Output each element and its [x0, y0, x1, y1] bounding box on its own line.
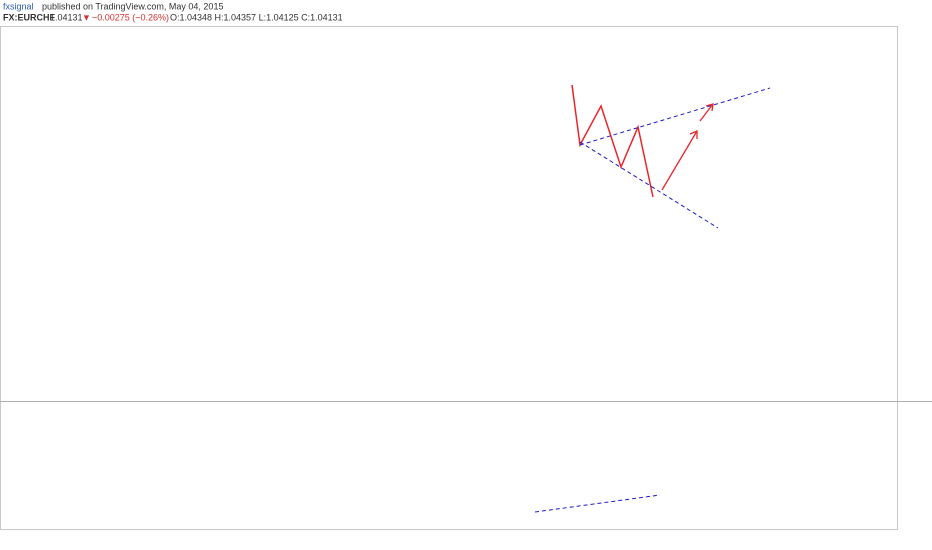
trend-upper	[579, 87, 771, 146]
symbol: FX:EURCHF	[3, 12, 55, 22]
plot-frame	[0, 26, 898, 530]
ohlc: O:1.04348 H:1.04357 L:1.04125 C:1.04131	[170, 12, 343, 22]
arrow-up	[699, 103, 714, 122]
macd-trend	[534, 494, 661, 513]
arrowhead	[689, 130, 698, 139]
trend-lower	[579, 141, 719, 229]
change-arrow: ▼	[82, 12, 91, 22]
author[interactable]: fxsignal	[3, 1, 34, 11]
last-price: 1.04131	[50, 12, 83, 22]
published: published on TradingView.com, May 04, 20…	[42, 1, 223, 11]
pattern-zigzag	[571, 84, 654, 198]
arrowhead	[705, 103, 714, 112]
drawings	[534, 84, 771, 513]
arrow-up	[661, 130, 698, 191]
change: −0.00275 (−0.26%)	[92, 12, 169, 22]
